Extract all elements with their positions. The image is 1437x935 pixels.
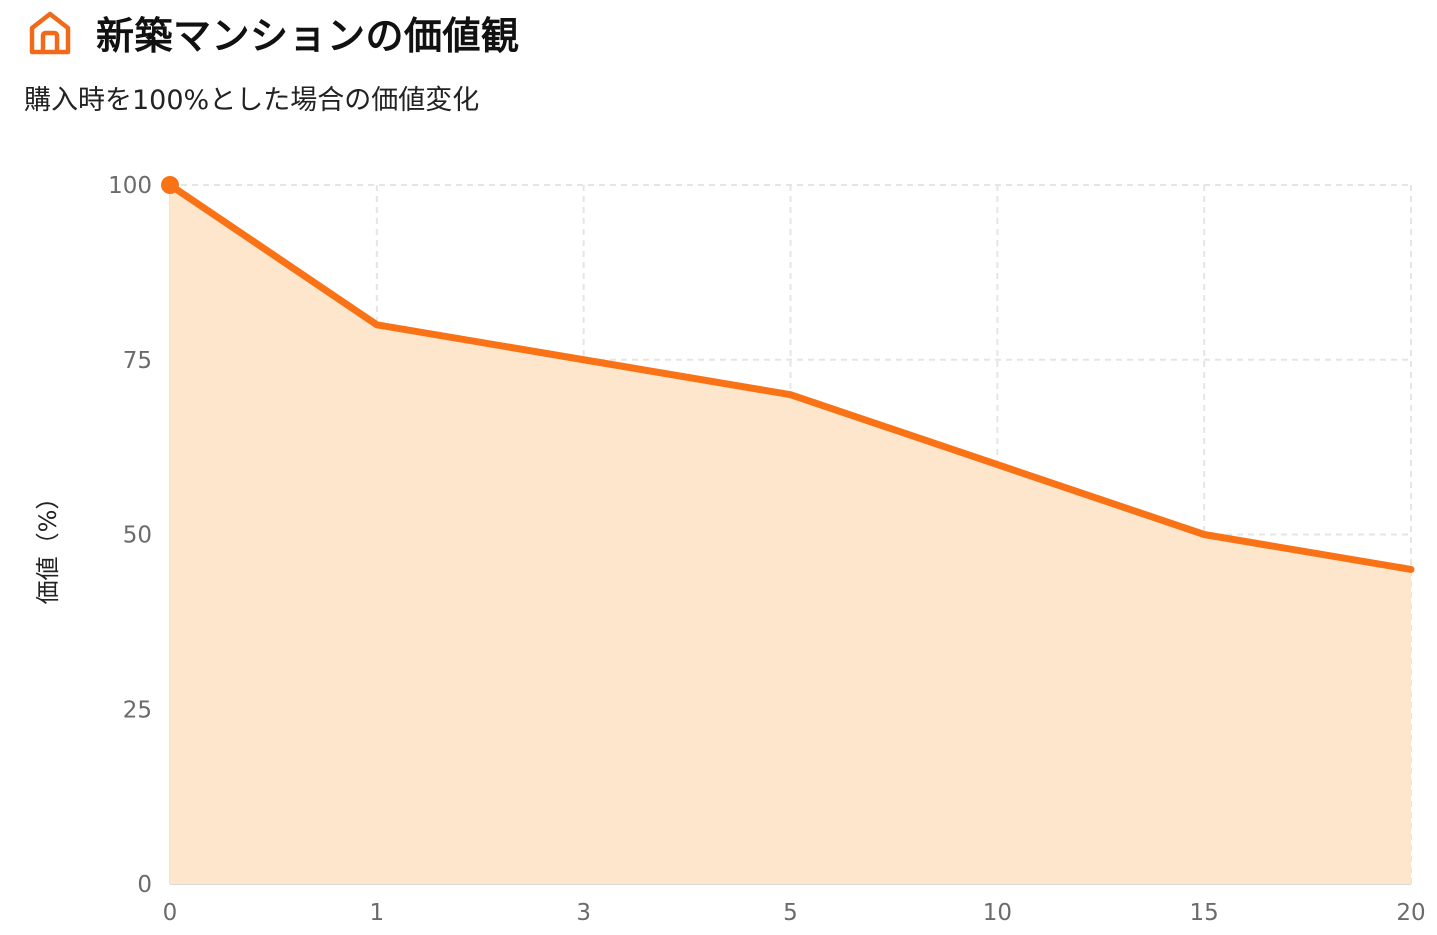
y-axis-label: 価値（%） (34, 486, 62, 605)
y-tick-label: 75 (123, 348, 152, 374)
area-layer (170, 185, 1411, 884)
data-point (161, 176, 179, 194)
x-tick-label: 1 (370, 900, 385, 926)
y-tick-label: 25 (123, 697, 152, 723)
chart-header: 新築マンションの価値観 (26, 4, 520, 60)
y-tick-label: 100 (108, 173, 152, 199)
chart-title: 新築マンションの価値観 (96, 13, 520, 58)
x-tick-label: 20 (1396, 900, 1425, 926)
x-tick-labels: 0 1 3 5 10 15 20 (163, 900, 1426, 926)
x-tick-label: 3 (576, 900, 591, 926)
chart-subtitle: 購入時を100%とした場合の価値変化 (24, 85, 480, 116)
x-tick-label: 5 (783, 900, 798, 926)
series-line (166, 181, 1415, 573)
series-area (170, 185, 1411, 884)
x-tick-label: 10 (983, 900, 1012, 926)
y-tick-labels: 0 25 50 75 100 (108, 173, 152, 898)
home-icon (29, 11, 71, 55)
x-tick-label: 15 (1190, 900, 1219, 926)
y-tick-label: 50 (123, 523, 152, 549)
point-layer (161, 176, 179, 194)
x-tick-label: 0 (163, 900, 178, 926)
line-layer (166, 181, 1415, 573)
y-tick-label: 0 (137, 872, 152, 898)
